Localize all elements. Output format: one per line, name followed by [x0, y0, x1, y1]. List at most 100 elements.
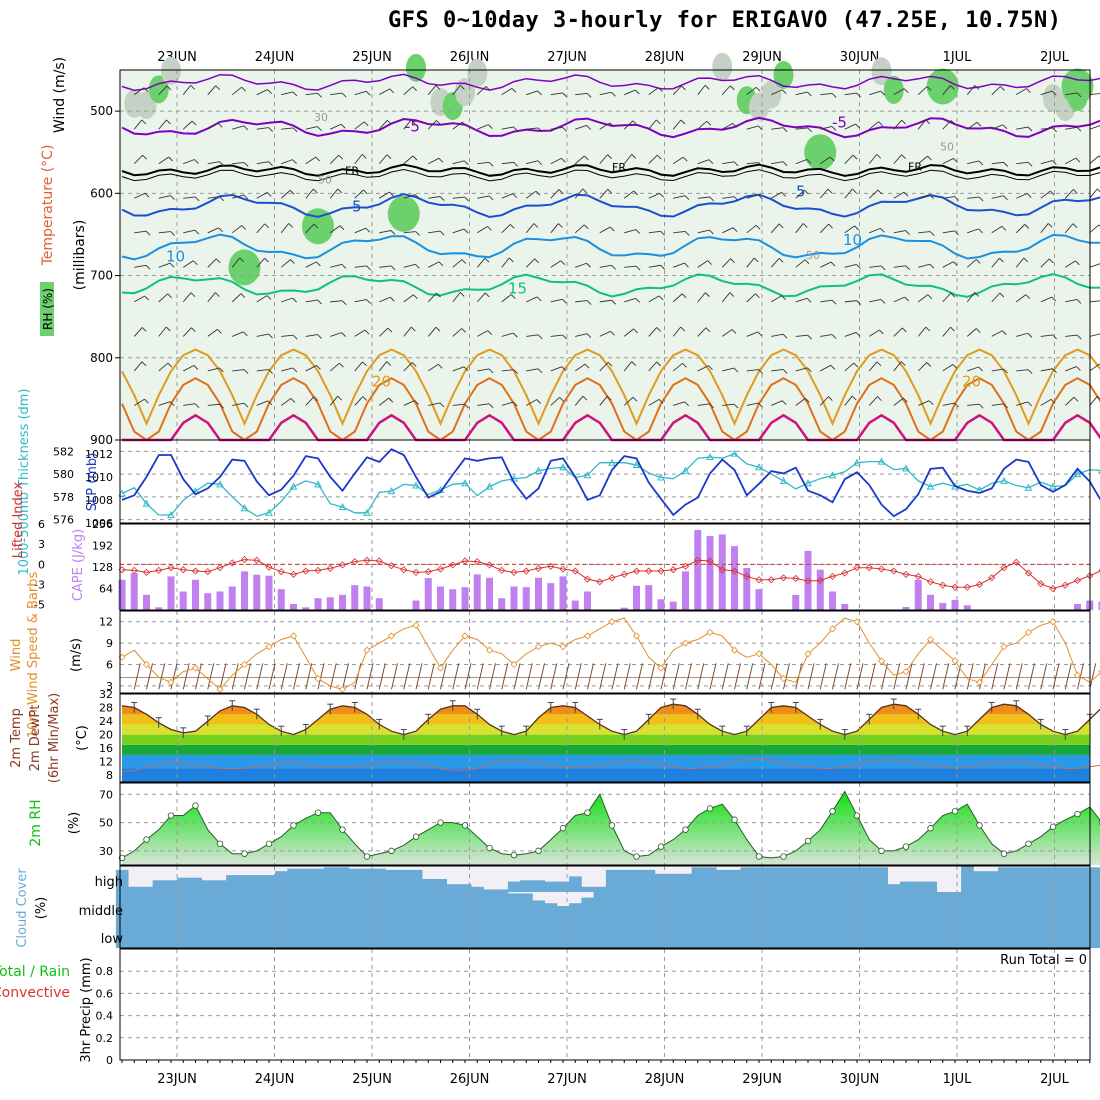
surface-wind-barb [783, 663, 790, 690]
upper-wind-barb [232, 331, 244, 337]
wind-speed-point [510, 660, 518, 669]
upper-wind-barb [329, 362, 340, 372]
upper-wind-barb [1076, 299, 1082, 304]
upper-wind-barb [256, 89, 268, 96]
surface-wind-barb [844, 663, 852, 690]
upper-wind-barb [330, 332, 342, 337]
upper-wind-barb [820, 126, 833, 130]
wind-tick-label: 3 [106, 680, 113, 693]
upper-wind-barb [317, 126, 322, 131]
precip-frame [119, 948, 1091, 1061]
upper-wind-barb [292, 159, 297, 164]
upper-wind-barb [852, 154, 858, 160]
upper-wind-barb [991, 124, 1004, 130]
lifted-index-point [277, 568, 285, 576]
upper-wind-barb [290, 259, 295, 264]
upper-wind-barb [561, 157, 566, 163]
thickness-point [804, 479, 812, 487]
upper-wind-barb [697, 229, 710, 234]
cloud-cell [299, 868, 313, 892]
upper-wind-barb [167, 293, 172, 299]
contour-label: 15 [508, 280, 527, 298]
upper-wind-barb [550, 260, 562, 268]
upper-wind-barb [599, 395, 608, 406]
upper-wind-barb [166, 119, 171, 125]
upper-wind-barb [313, 223, 319, 229]
surface-wind-barb [525, 663, 533, 690]
upper-wind-barb [868, 361, 878, 372]
lifted-index-point [694, 556, 702, 564]
upper-wind-barb [1016, 369, 1029, 372]
upper-wind-barb [991, 330, 1003, 337]
cape-bar [1074, 603, 1081, 610]
surface-wind-barb [244, 663, 251, 690]
upper-wind-barb [317, 93, 322, 98]
upper-wind-barb [1050, 399, 1056, 404]
upper-wind-barb [844, 332, 857, 337]
upper-wind-barb [403, 155, 414, 165]
rh-high-cell [926, 68, 959, 105]
wind-tick-label: 12 [99, 616, 113, 629]
contour-label: 5 [352, 197, 362, 215]
cloud-cell [642, 869, 656, 892]
surface-wind-barb [979, 663, 986, 690]
cloud-cell [385, 892, 399, 920]
bottom-day-label: 26JUN [450, 1072, 490, 1087]
cape-bar [951, 599, 959, 610]
upper-wind-barb [755, 293, 760, 298]
lifted-index-point [926, 578, 935, 586]
cloud-cell [679, 920, 693, 948]
upper-wind-barb [415, 231, 421, 236]
top-day-label: 27JUN [547, 50, 587, 65]
rh-point [241, 850, 248, 857]
upper-wind-barb [953, 158, 958, 163]
lifted-index-point [890, 567, 898, 575]
wind-speed-point [706, 628, 714, 636]
upper-wind-barb [526, 127, 539, 130]
lifted-index-point [988, 574, 996, 582]
cloud-cell [973, 920, 987, 948]
upper-wind-barb [414, 194, 420, 199]
upper-wind-barb [379, 88, 390, 96]
upper-wind-barb [575, 124, 587, 130]
cloud-cell [838, 892, 852, 920]
upper-wind-barb [684, 195, 690, 201]
upper-wind-barb [978, 196, 984, 202]
upper-wind-barb [804, 189, 809, 195]
cloud-cell [569, 903, 582, 920]
upper-wind-barb [281, 297, 293, 303]
upper-wind-barb [1027, 369, 1033, 375]
upper-wind-barb [755, 224, 761, 230]
upper-wind-barb [366, 265, 371, 271]
upper-wind-barb [256, 333, 269, 337]
upper-wind-barb [412, 155, 418, 161]
upper-wind-barb [1098, 155, 1100, 158]
upper-wind-barb [428, 261, 440, 268]
cloud-cell [875, 892, 889, 920]
cloud-cell [728, 869, 742, 892]
upper-wind-barb [673, 401, 685, 406]
upper-wind-barb [782, 333, 788, 339]
cape-bar [731, 546, 738, 610]
upper-wind-barb [697, 196, 710, 199]
upper-wind-barb [501, 369, 514, 372]
upper-wind-barb [1065, 92, 1078, 96]
upper-wind-barb [292, 297, 297, 303]
top-day-label: 2JUL [1040, 50, 1070, 65]
freezing-level-2 [121, 168, 1100, 182]
cape-bar [584, 591, 591, 610]
surface-wind-barb [587, 663, 594, 690]
upper-wind-barb [390, 296, 395, 302]
surface-wind-barb [170, 663, 178, 690]
upper-wind-barb [770, 223, 780, 234]
upper-wind-barb [280, 223, 290, 234]
upper-wind-barb [880, 228, 885, 233]
upper-wind-barb [158, 231, 171, 234]
upper-wind-barb [831, 334, 837, 339]
lifted-index-point [1061, 581, 1069, 589]
upper-wind-barb [403, 362, 413, 372]
lifted-index-point [828, 572, 837, 580]
upper-wind-barb [648, 119, 657, 130]
upper-wind-barb [508, 257, 514, 263]
cloud-cell [985, 871, 999, 892]
